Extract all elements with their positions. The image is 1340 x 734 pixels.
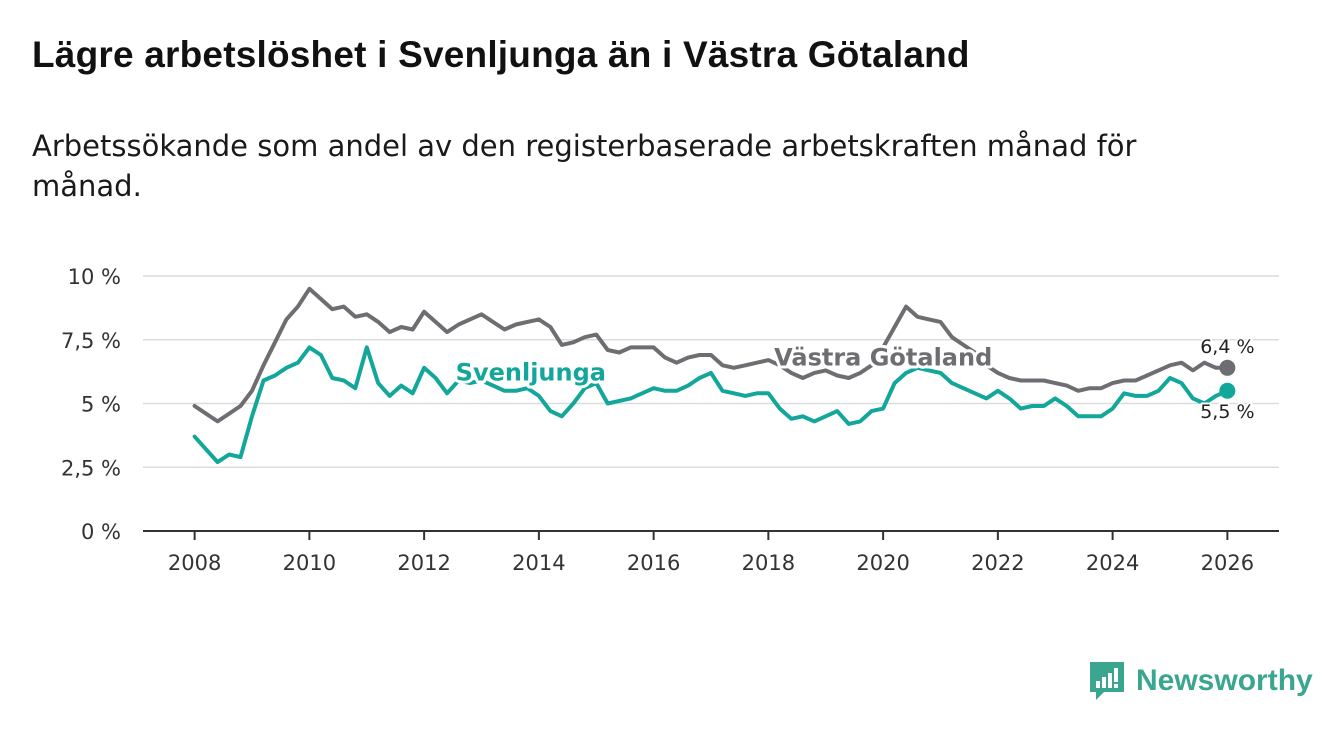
annotations: Västra Götaland Svenljunga 6,4 % 5,5 %	[453, 334, 1257, 425]
gridlines	[143, 275, 1279, 468]
x-tick-label: 2022	[971, 551, 1024, 575]
y-tick-label: 5 %	[81, 393, 121, 417]
series-line-v-stra-g-taland	[192, 286, 1230, 424]
x-tick-label: 2024	[1086, 551, 1139, 575]
end-point-svenljunga	[1219, 382, 1236, 399]
y-tick-label: 7,5 %	[61, 329, 121, 353]
x-tick-label: 2016	[627, 551, 680, 575]
axes: 0 % 2,5 % 5 % 7,5 % 10 % 2008 2010 2012 2014 2016…	[61, 265, 1279, 575]
brand-logo: Newsworthy	[1088, 660, 1313, 702]
chart-title: Lägre arbetslöshet i Svenljunga än i Väs…	[32, 34, 970, 75]
end-value-label-svenljunga: 5,5 %	[1200, 401, 1254, 423]
x-tick-label: 2020	[856, 551, 909, 575]
y-tick-label: 0 %	[81, 520, 121, 544]
x-tick-label: 2026	[1201, 551, 1254, 575]
end-value-label-v-stra-g-taland: 6,4 %	[1200, 336, 1254, 358]
y-tick-label: 10 %	[68, 265, 121, 289]
x-tick-label: 2010	[283, 551, 336, 575]
x-tick-label: 2014	[512, 551, 565, 575]
x-tick-label: 2012	[397, 551, 450, 575]
brand-name: Newsworthy	[1136, 664, 1313, 697]
x-tick-label: 2018	[742, 551, 795, 575]
chart-subtitle: Arbetssökande som andel av den registerb…	[32, 129, 1137, 203]
newsworthy-logo-icon	[1090, 662, 1124, 700]
series-lines	[192, 286, 1236, 465]
end-point-v-stra-g-taland	[1219, 359, 1236, 376]
series-label-v-stra-g-taland: Västra Götaland	[774, 343, 992, 371]
x-tick-label: 2008	[168, 551, 221, 575]
y-tick-label: 2,5 %	[61, 456, 121, 480]
series-line-svenljunga	[192, 345, 1230, 465]
series-label-svenljunga: Svenljunga	[456, 359, 606, 387]
